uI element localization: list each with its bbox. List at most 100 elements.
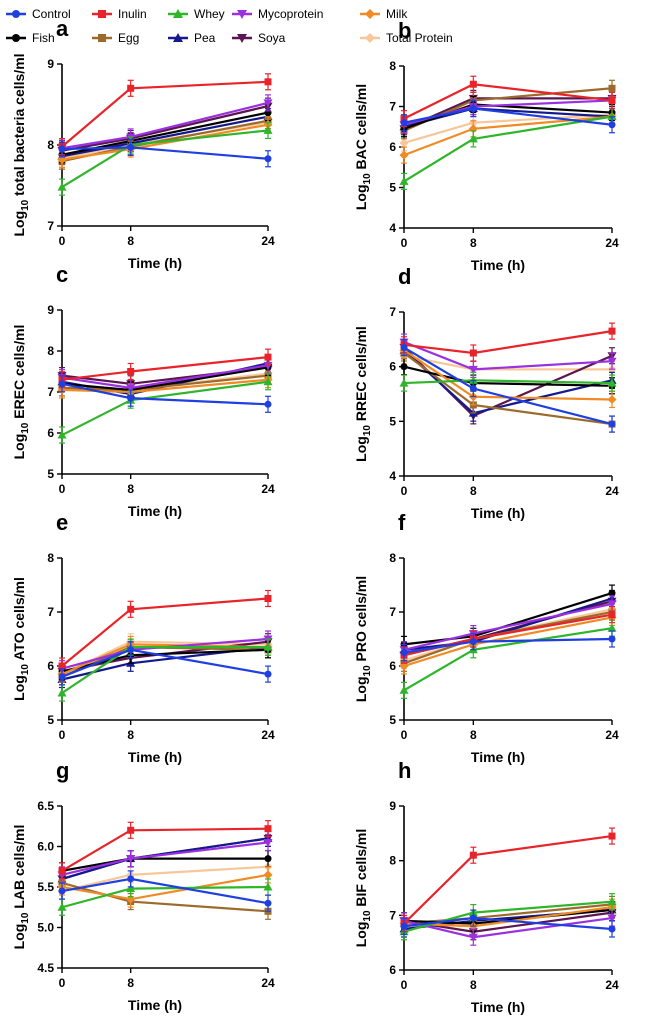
- x-axis-title: Time (h): [128, 749, 182, 765]
- data-point: [126, 884, 136, 893]
- data-point: [263, 361, 273, 370]
- legend: Control Inulin Whey Mycoprotein Milk Fish Egg P…: [6, 7, 453, 45]
- legend-item: Whey: [168, 7, 225, 21]
- x-tick-label: 8: [470, 978, 477, 992]
- y-tick-label: 4: [389, 469, 396, 483]
- x-tick-label: 24: [261, 234, 275, 248]
- data-point: [127, 143, 135, 151]
- series-control: [400, 630, 616, 662]
- x-tick-label: 0: [401, 728, 408, 742]
- y-tick-label: 5: [389, 713, 396, 727]
- series-inulin: [400, 322, 616, 362]
- x-tick-label: 0: [401, 484, 408, 498]
- legend-label: Inulin: [118, 7, 147, 21]
- y-tick-label: 7: [389, 605, 396, 619]
- y-axis-title-subscript: 10: [362, 425, 373, 437]
- y-tick-label: 4.5: [37, 961, 54, 975]
- y-axis-title-subscript: 10: [362, 910, 373, 922]
- legend-item: Inulin: [92, 7, 147, 21]
- y-axis-title-prefix: Log: [353, 676, 369, 702]
- x-tick-label: 8: [127, 482, 134, 496]
- data-point: [469, 851, 477, 859]
- y-tick-label: 6: [47, 659, 54, 673]
- data-point: [58, 867, 66, 875]
- x-axis-title: Time (h): [128, 997, 182, 1013]
- x-axis-title: Time (h): [471, 505, 525, 521]
- y-tick-label: 9: [47, 303, 54, 317]
- data-point: [126, 855, 136, 864]
- y-axis-title-subscript: 10: [20, 664, 31, 676]
- data-point: [608, 635, 616, 643]
- legend-marker: [12, 34, 20, 42]
- data-point: [127, 646, 135, 654]
- series-control: [58, 641, 272, 686]
- x-tick-label: 8: [127, 728, 134, 742]
- data-point: [263, 882, 273, 891]
- series-control: [58, 870, 272, 912]
- data-point: [57, 688, 67, 697]
- data-point: [58, 887, 66, 895]
- y-tick-label: 5.0: [37, 921, 54, 935]
- legend-item: Milk: [360, 7, 408, 21]
- y-axis-title-rest: BIF cells/ml: [353, 829, 369, 911]
- data-point: [607, 623, 617, 632]
- y-tick-label: 8: [389, 854, 396, 868]
- data-point: [400, 344, 408, 352]
- y-axis-title-rest: RREC cells/ml: [353, 326, 369, 425]
- y-tick-label: 6.0: [37, 840, 54, 854]
- x-tick-label: 24: [261, 976, 275, 990]
- x-tick-label: 24: [261, 728, 275, 742]
- y-tick-label: 6: [389, 963, 396, 977]
- x-axis-title: Time (h): [471, 749, 525, 765]
- legend-label: Total Protein: [386, 31, 453, 45]
- legend-marker: [237, 34, 247, 43]
- data-point: [607, 600, 617, 609]
- y-axis-title-rest: EREC cells/ml: [11, 325, 27, 423]
- x-tick-label: 8: [470, 484, 477, 498]
- data-point: [469, 105, 477, 113]
- y-tick-label: 9: [47, 57, 54, 71]
- data-point: [608, 84, 616, 92]
- data-point: [399, 378, 409, 387]
- x-tick-label: 24: [261, 482, 275, 496]
- y-axis-title: Log10 PRO cells/ml: [353, 576, 373, 702]
- series-egg: [400, 344, 616, 433]
- data-point: [127, 394, 135, 402]
- x-axis-title: Time (h): [128, 255, 182, 271]
- data-point: [468, 933, 478, 942]
- y-tick-label: 8: [47, 344, 54, 358]
- y-axis-title-subscript: 10: [362, 665, 373, 677]
- y-tick-label: 7: [47, 219, 54, 233]
- data-point: [399, 150, 409, 160]
- x-tick-label: 24: [605, 728, 619, 742]
- y-axis-title-prefix: Log: [353, 436, 369, 462]
- data-point: [400, 649, 408, 656]
- data-point: [264, 400, 272, 408]
- chart-panel-e: e 5 6 7 8 0 8 24 Time (h) Log10 ATO cells/ml: [11, 510, 275, 765]
- y-axis-title: Log10 RREC cells/ml: [353, 326, 373, 462]
- data-point: [607, 897, 617, 906]
- legend-marker: [365, 9, 375, 19]
- series-line: [403, 602, 613, 651]
- series-control: [400, 99, 616, 134]
- y-tick-label: 4: [389, 221, 396, 235]
- legend-label: Pea: [194, 31, 216, 45]
- data-point: [264, 855, 272, 863]
- data-point: [57, 902, 67, 911]
- data-point: [264, 353, 272, 361]
- data-point: [608, 420, 616, 428]
- panel-letter: f: [398, 510, 406, 535]
- y-axis-title-subscript: 10: [20, 912, 31, 924]
- legend-item: Egg: [92, 31, 139, 45]
- x-tick-label: 8: [470, 728, 477, 742]
- data-point: [468, 134, 478, 143]
- chart-panel-f: f 5 6 7 8 0 8 24 Time (h) Log10 PRO cells/ml: [353, 510, 619, 765]
- series-control: [400, 338, 616, 433]
- y-axis-title-subscript: 10: [362, 173, 373, 185]
- y-axis-title-prefix: Log: [353, 922, 369, 948]
- y-axis-title: Log10 total bacteria cells/ml: [11, 53, 31, 236]
- y-axis-title-prefix: Log: [11, 211, 27, 237]
- x-tick-label: 8: [127, 234, 134, 248]
- chart-panel-b: b 4 5 6 7 8 0 8 24 Time (h) Log10 BAC cells/ml: [353, 18, 619, 273]
- legend-marker: [98, 34, 106, 42]
